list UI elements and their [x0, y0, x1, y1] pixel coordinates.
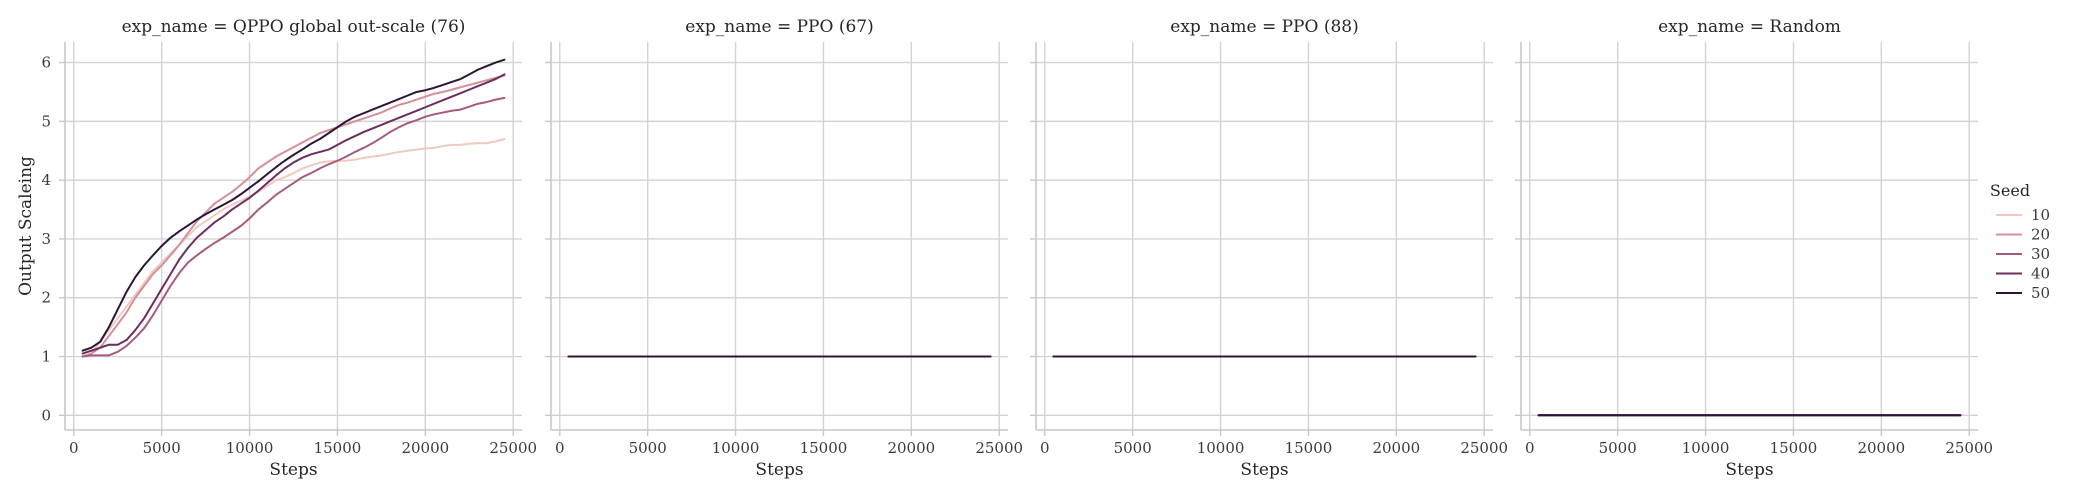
y-tick-label: 1 [41, 348, 51, 366]
x-tick-label: 20000 [401, 439, 449, 457]
x-tick-label: 20000 [887, 439, 935, 457]
x-tick-label: 0 [1525, 439, 1535, 457]
x-tick-label: 15000 [800, 439, 848, 457]
series-line-seed-50 [81, 58, 506, 352]
panel-4: 0 5000 10000 15000 20000 25000 Steps exp_name =… [1515, 17, 1993, 480]
x-tick-label: 20000 [1857, 439, 1905, 457]
y-tick-label: 0 [41, 406, 51, 424]
series-line-seed-30 [81, 96, 506, 358]
x-tick-label: 5000 [1599, 439, 1637, 457]
x-axis-title: Steps [755, 460, 803, 480]
panel-title: exp_name = PPO (88) [1170, 17, 1358, 37]
x-axis-title: Steps [1240, 460, 1288, 480]
panel-3: 0 5000 10000 15000 20000 25000 Steps exp_name =… [1030, 17, 1508, 480]
x-tick-label: 0 [1040, 439, 1050, 457]
x-tick-label: 15000 [1770, 439, 1818, 457]
y-tick-label: 4 [41, 171, 51, 189]
chart-panels: 0 5000 10000 15000 20000 25000 0 1 2 3 4 5 6 Steps exp… [41, 17, 1993, 480]
x-tick-label: 25000 [489, 439, 537, 457]
y-tick-label: 2 [41, 289, 51, 307]
x-tick-label: 25000 [1945, 439, 1993, 457]
x-tick-label: 10000 [1197, 439, 1245, 457]
panel-title: exp_name = PPO (67) [685, 17, 873, 37]
panel-title: exp_name = Random [1658, 17, 1841, 37]
x-tick-label: 20000 [1372, 439, 1420, 457]
x-axis-title: Steps [1725, 460, 1773, 480]
x-tick-label: 25000 [975, 439, 1023, 457]
x-tick-label: 15000 [1285, 439, 1333, 457]
x-tick-label: 15000 [314, 439, 362, 457]
x-tick-label: 25000 [1460, 439, 1508, 457]
series-line-seed-10 [81, 138, 506, 358]
x-tick-label: 0 [555, 439, 565, 457]
series-line-seed-20 [81, 74, 506, 358]
y-tick-label: 5 [41, 112, 51, 130]
x-tick-label: 5000 [629, 439, 667, 457]
legend-label-seed-50: 50 [2031, 284, 2050, 302]
x-tick-label: 5000 [1114, 439, 1152, 457]
panel-1: 0 5000 10000 15000 20000 25000 0 1 2 3 4 5 6 Steps exp… [41, 17, 537, 480]
panel-title: exp_name = QPPO global out-scale (76) [122, 17, 466, 37]
series-line-seed-40 [81, 73, 506, 355]
x-tick-label: 5000 [143, 439, 181, 457]
panel-2: 0 5000 10000 15000 20000 25000 Steps exp_name =… [545, 17, 1023, 480]
legend-label-seed-30: 30 [2031, 245, 2050, 263]
legend-label-seed-40: 40 [2031, 265, 2050, 283]
legend-label-seed-10: 10 [2031, 206, 2050, 224]
y-tick-label: 6 [41, 54, 51, 72]
y-tick-label: 3 [41, 230, 51, 248]
x-tick-label: 0 [69, 439, 79, 457]
legend-title: Seed [1990, 181, 2030, 200]
y-axis-title: Output Scaleing [16, 156, 36, 296]
x-tick-label: 10000 [1682, 439, 1730, 457]
x-axis-title: Steps [269, 460, 317, 480]
x-tick-label: 10000 [712, 439, 760, 457]
legend-label-seed-20: 20 [2031, 226, 2050, 244]
x-tick-label: 10000 [226, 439, 274, 457]
